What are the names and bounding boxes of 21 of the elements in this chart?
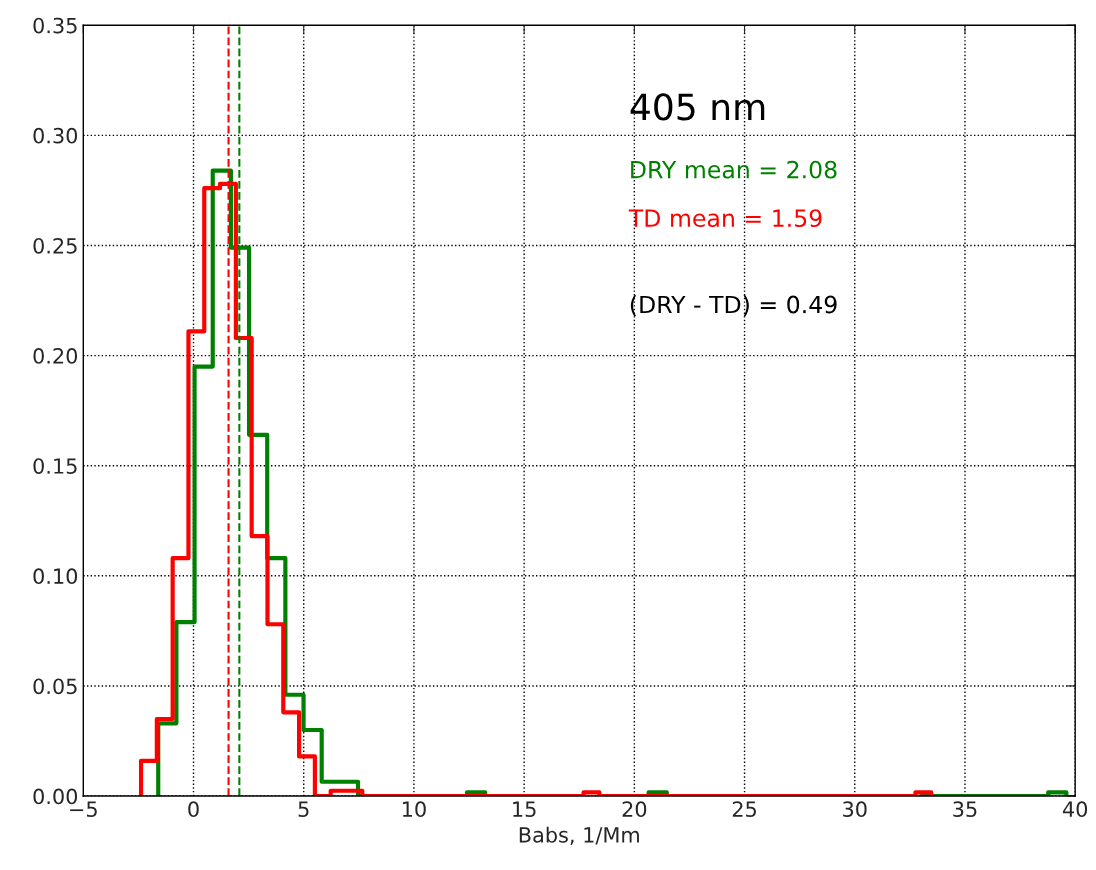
x-tick-label: 20 <box>622 801 647 818</box>
x-axis-title: Babs, 1/Mm <box>519 826 639 845</box>
x-tick-label: 25 <box>732 801 756 818</box>
x-tick-label: 35 <box>953 801 977 818</box>
y-tick-label: 0.10 <box>33 568 78 585</box>
x-tick-label: 40 <box>1062 801 1088 818</box>
x-tick-label: 30 <box>843 801 867 818</box>
y-tick-label: 0.05 <box>33 678 77 695</box>
y-tick-label: 0.20 <box>33 348 78 364</box>
ref-line-label: TD mean = 1.59 <box>628 209 822 228</box>
x-tick-label: 10 <box>402 801 426 818</box>
x-tick-label: 15 <box>513 801 536 818</box>
x-tick-label: 0 <box>188 801 199 818</box>
y-tick-label: 0.15 <box>33 458 77 474</box>
annotation: (DRY - TD) = 0.49 <box>630 295 837 317</box>
x-tick-label: 5 <box>298 801 309 818</box>
y-tick-label: 0.30 <box>33 127 78 144</box>
y-tick-label: 0.35 <box>33 17 77 34</box>
annotation: 405 nm <box>630 93 765 121</box>
y-tick-label: 0.25 <box>33 237 77 254</box>
ref-line-label: DRY mean = 2.08 <box>631 160 837 179</box>
